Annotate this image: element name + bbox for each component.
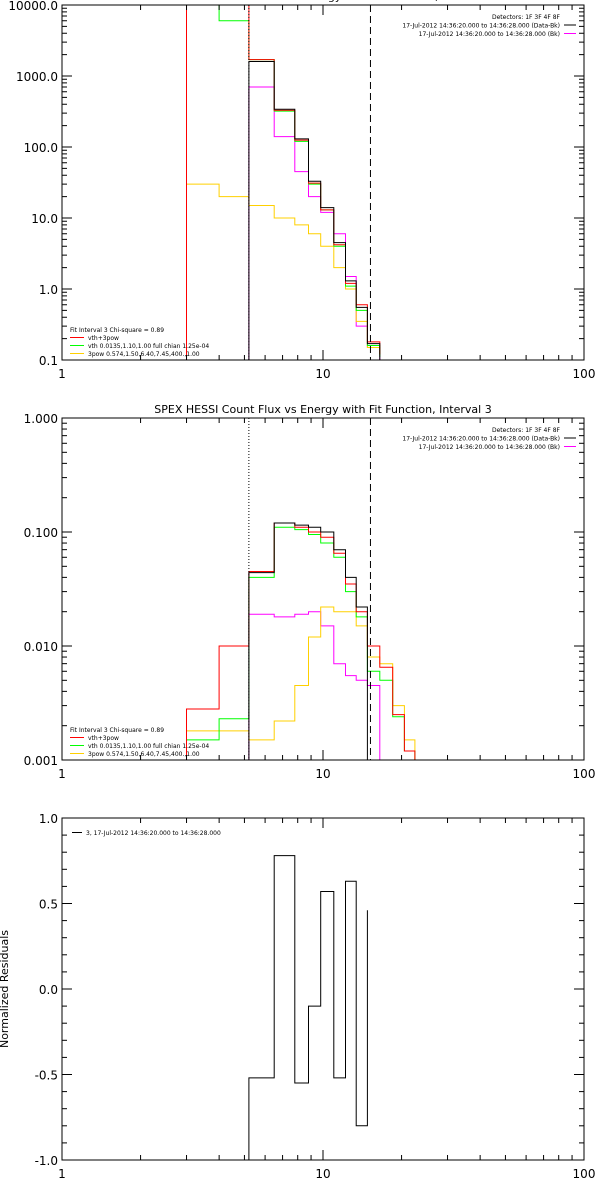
legend-top: Detectors: 1F 3F 4F 8F 17-Jul-2012 14:36:… [402, 427, 576, 451]
y-tick-label: 100.0 [24, 141, 58, 155]
y-tick-label: 10000.0 [8, 0, 58, 13]
series-line-2 [186, 183, 381, 360]
series-line-5 [248, 61, 381, 360]
legend-entry: 3, 17-Jul-2012 14:36:20.000 to 14:36:28.… [86, 830, 221, 837]
series-line-3 [186, 5, 381, 360]
legend-entry: Fit Interval 3 Chi-square = 0.89 [70, 327, 164, 334]
series-line-1 [248, 611, 381, 760]
legend-entry: 17-Jul-2012 14:36:20.000 to 14:36:28.000… [419, 31, 560, 38]
legend-entry: vth+3pow [88, 735, 119, 742]
y-tick-label: -0.5 [35, 1069, 58, 1083]
x-tick-label: 100 [573, 767, 596, 781]
x-tick-label: 10 [315, 1167, 330, 1181]
y-tick-label: 1.0 [39, 812, 58, 826]
legend-entry: 17-Jul-2012 14:36:20.000 to 14:36:28.000… [402, 436, 560, 443]
legend-bottom: Fit Interval 3 Chi-square = 0.89vth+3pow… [70, 327, 209, 358]
series-line-1 [248, 855, 368, 1160]
x-tick-label: 1 [58, 1167, 66, 1181]
x-tick-label: 1 [58, 367, 66, 381]
legend-entry: Fit Interval 3 Chi-square = 0.89 [70, 727, 164, 734]
series-line-5 [248, 522, 368, 760]
legend-entry: 3pow 0.574,1.50,6.40,7.45,400.,1.00 [88, 751, 200, 758]
series-line-1 [248, 86, 381, 360]
legend-entry: 17-Jul-2012 14:36:20.000 to 14:36:28.000… [402, 23, 560, 30]
y-tick-label: 0.0 [39, 983, 58, 997]
series-group [248, 855, 368, 1160]
y-tick-label: 0.010 [24, 640, 58, 654]
y-tick-label: 0.100 [24, 526, 58, 540]
y-tick-label: 0.1 [39, 354, 58, 368]
legend-entry: 3pow 0.574,1.50,6.40,7.45,400.,1.00 [88, 351, 200, 358]
legend-entry: vth+3pow [88, 335, 119, 342]
x-tick-label: 100 [573, 1167, 596, 1181]
chart-panel-2: SPEX HESSI Count Flux vs Energy with Fit… [24, 403, 596, 781]
y-tick-label: 0.001 [24, 754, 58, 768]
y-axis-label: Normalized Residuals [0, 930, 11, 1048]
legend-entry: Detectors: 1F 3F 4F 8F [492, 14, 561, 21]
y-tick-label: 1.0 [39, 283, 58, 297]
x-tick-label: 1 [58, 767, 66, 781]
chart-panel-3: Normalized Residuals 1 10 100 -1.0 -0.5 0.0 0.5… [0, 812, 595, 1181]
legend-entry: Detectors: 1F 3F 4F 8F [492, 427, 561, 434]
legend-top: Detectors: 1F 3F 4F 8F 17-Jul-2012 14:36:… [402, 14, 576, 38]
x-tick-label: 10 [315, 767, 330, 781]
chart-title: SPEX HESSI Photon Flux vs Energy with Fi… [151, 0, 494, 3]
legend-top: 3, 17-Jul-2012 14:36:20.000 to 14:36:28.… [72, 830, 221, 837]
y-tick-label: -1.0 [35, 1154, 58, 1168]
x-tick-label: 100 [573, 367, 596, 381]
y-tick-label: 1.000 [24, 412, 58, 426]
chart-panel-1: SPEX HESSI Photon Flux vs Energy with Fi… [8, 0, 595, 381]
series-group [186, 5, 381, 360]
x-tick-label: 10 [315, 367, 330, 381]
y-tick-label: 10.0 [31, 212, 58, 226]
legend-bottom: Fit Interval 3 Chi-square = 0.89vth+3pow… [70, 727, 209, 758]
legend-entry: 17-Jul-2012 14:36:20.000 to 14:36:28.000… [419, 444, 560, 451]
y-tick-label: 1000.0 [16, 70, 58, 84]
y-tick-label: 0.5 [39, 898, 58, 912]
legend-entry: vth 0.0135,1.10,1.00 full chian 1.25e-04 [88, 743, 209, 750]
chart-title: SPEX HESSI Count Flux vs Energy with Fit… [154, 403, 491, 416]
legend-entry: vth 0.0135,1.10,1.00 full chian 1.25e-04 [88, 343, 209, 350]
